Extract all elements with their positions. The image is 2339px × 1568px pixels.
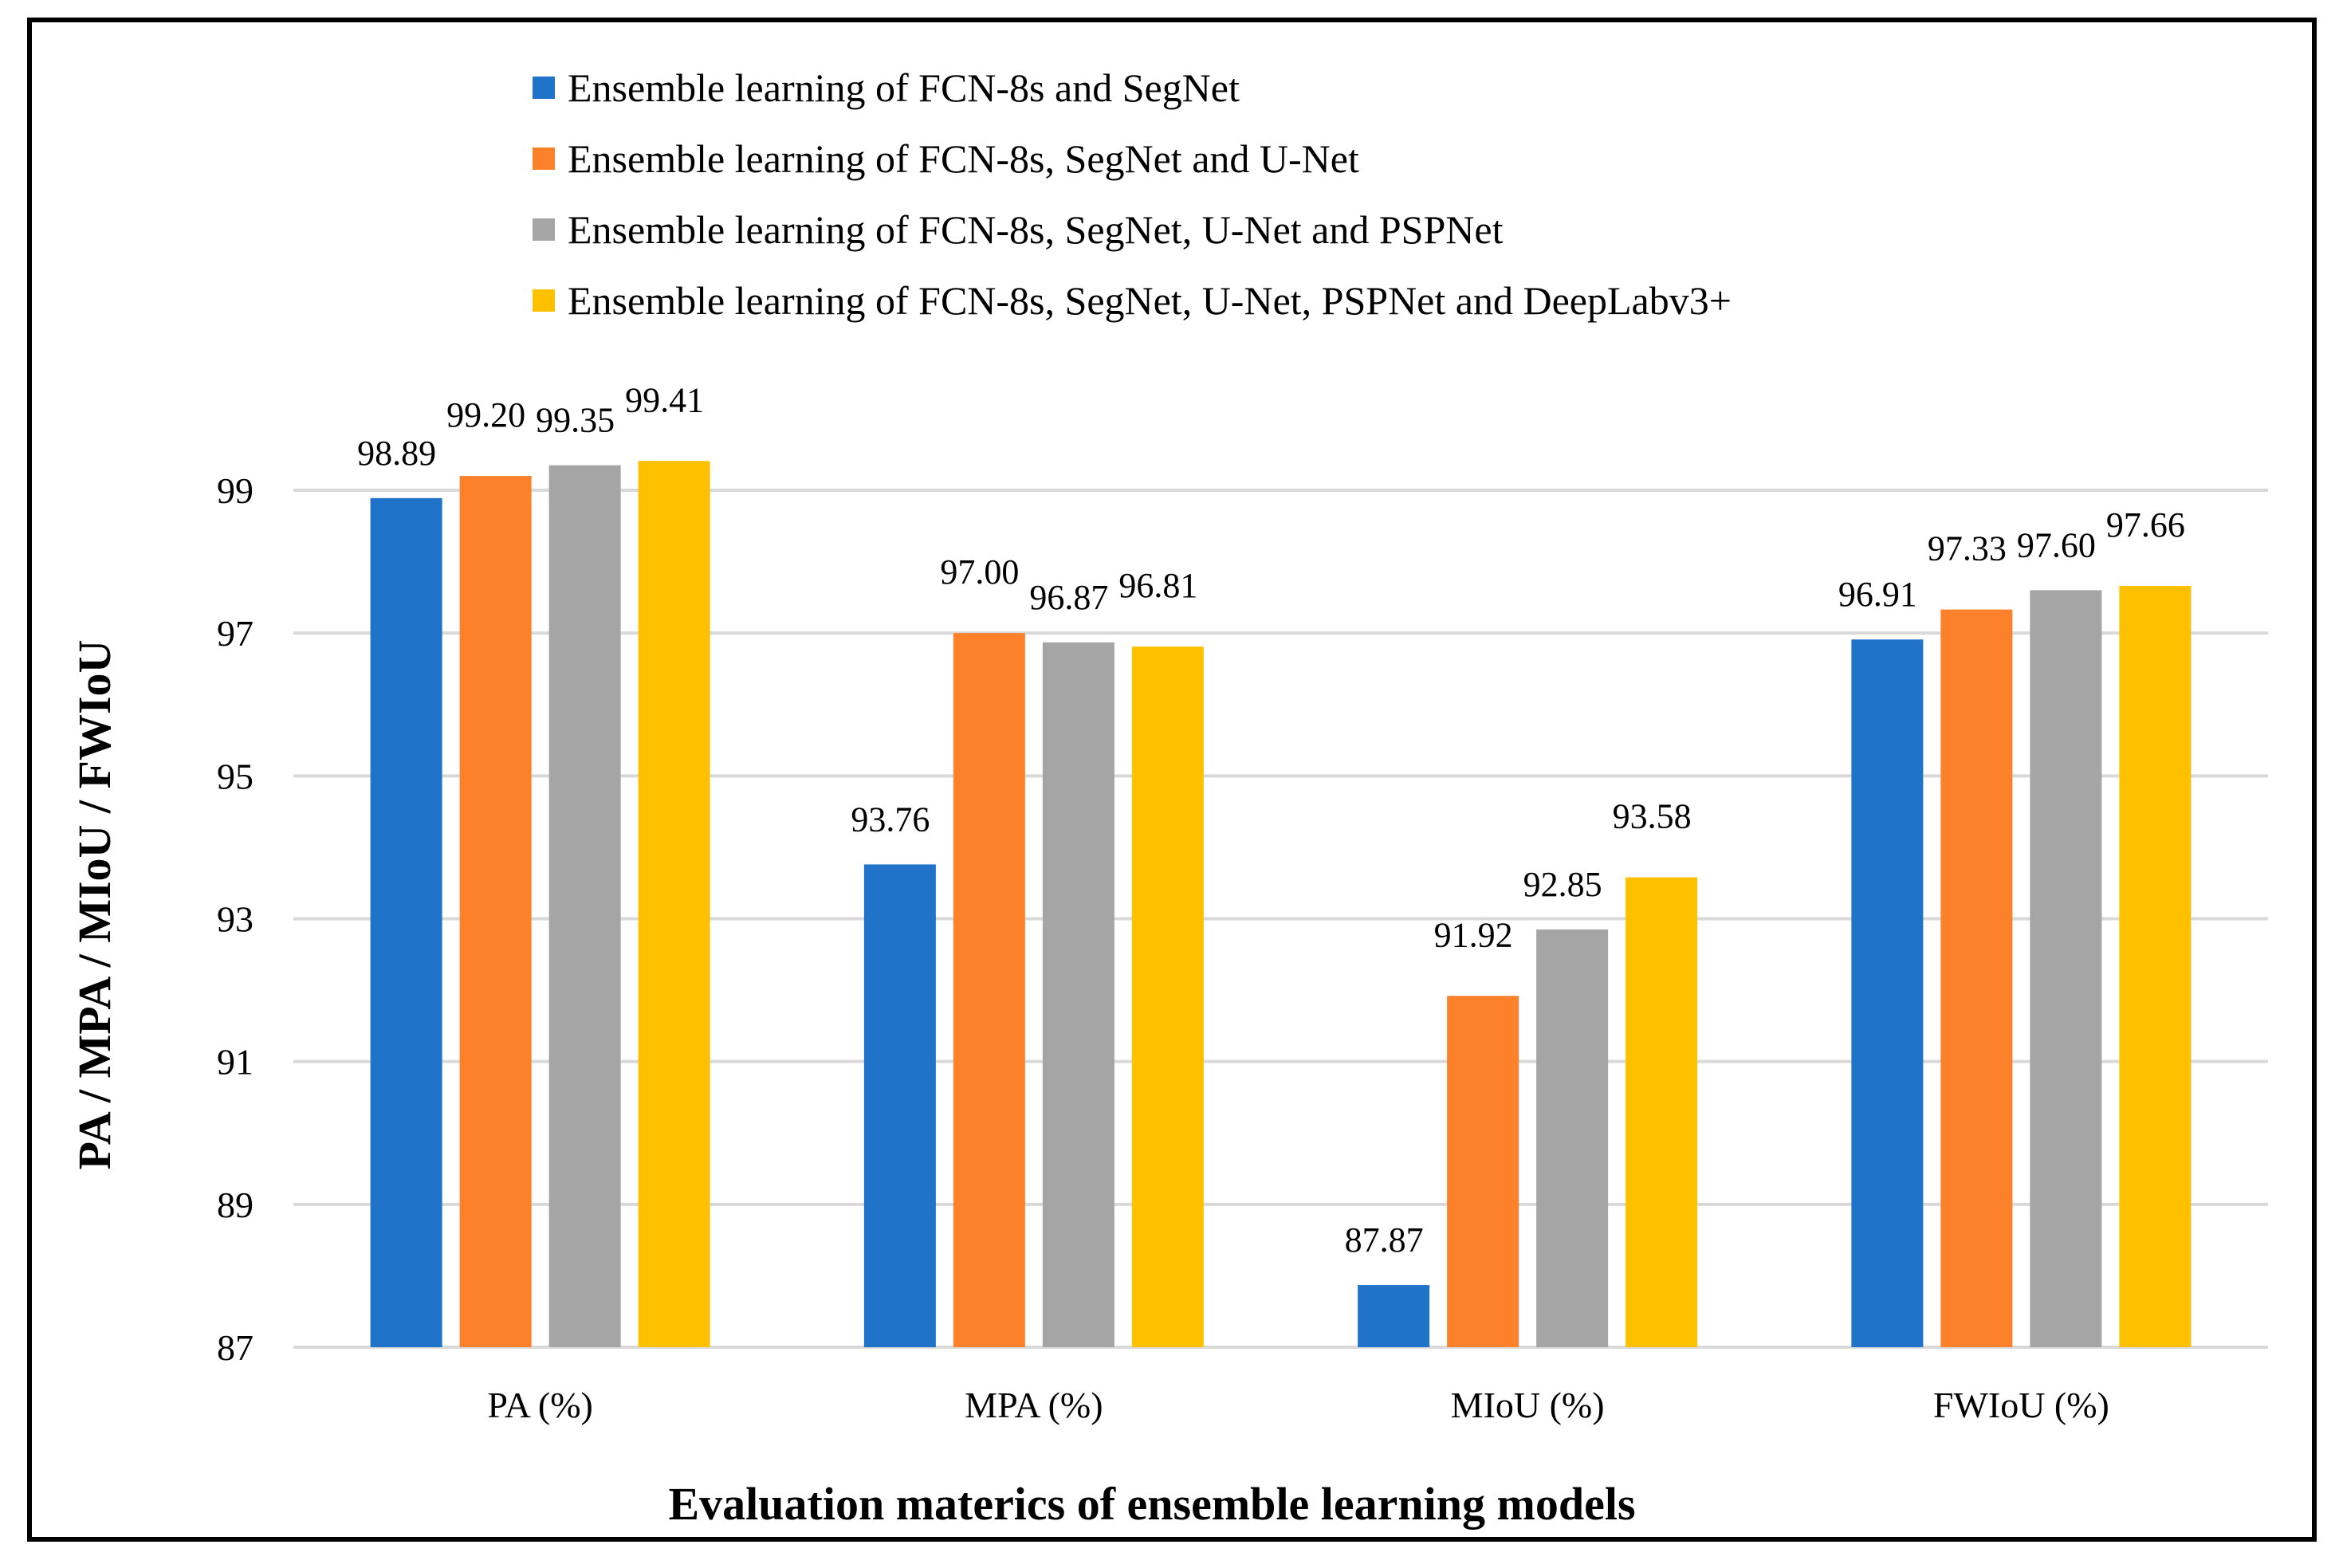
data-label: 97.66 [2106,505,2185,544]
data-label: 99.20 [446,395,525,434]
legend-item: Ensemble learning of FCN-8s, SegNet and … [533,136,1359,181]
x-tick-label: MIoU (%) [1451,1385,1605,1425]
bar [1626,877,1698,1347]
y-tick-label: 93 [217,899,254,940]
bar [1358,1285,1430,1347]
data-label: 97.00 [940,552,1019,591]
y-tick-label: 97 [217,613,254,654]
data-label: 91.92 [1434,915,1513,954]
legend: Ensemble learning of FCN-8s and SegNet En… [533,65,1732,323]
data-labels: 98.89 99.20 99.35 99.41 93.76 97.00 96.87 96.81… [357,380,2185,1260]
bar [953,633,1025,1347]
y-axis-title: PA / MPA / MIoU / FWIoU [69,640,120,1170]
x-tick-label: MPA (%) [965,1385,1103,1425]
y-tick-label: 87 [217,1327,254,1368]
y-tick-label: 91 [217,1042,254,1083]
data-label: 93.76 [851,800,930,839]
legend-swatch [533,77,555,99]
bar [863,864,936,1347]
bar [2119,586,2192,1347]
x-tick-label: FWIoU (%) [1933,1385,2109,1425]
legend-item: Ensemble learning of FCN-8s, SegNet, U-N… [533,207,1504,252]
x-axis-ticks: PA (%) MPA (%) MIoU (%) FWIoU (%) [487,1385,2109,1425]
data-label: 97.33 [1928,529,2007,568]
data-label: 96.81 [1118,566,1197,605]
legend-item: Ensemble learning of FCN-8s, SegNet, U-N… [533,278,1732,323]
y-tick-label: 95 [217,756,254,796]
bars [370,461,2192,1348]
gridlines [293,489,2268,1349]
y-tick-label: 89 [217,1185,254,1225]
legend-item: Ensemble learning of FCN-8s and SegNet [533,65,1240,110]
bar [1042,642,1114,1347]
bar [1131,646,1204,1347]
x-tick-label: PA (%) [487,1385,593,1425]
data-label: 93.58 [1613,797,1692,836]
bar [1851,639,1924,1347]
x-axis-title: Evaluation materics of ensemble learning… [668,1478,1635,1530]
bar [1536,929,1609,1347]
y-axis-ticks: 87 89 91 93 95 97 99 [217,470,254,1368]
legend-swatch [533,147,555,170]
bar [1940,609,2013,1347]
y-tick-label: 99 [217,470,254,511]
data-label: 87.87 [1345,1220,1424,1260]
bar [548,465,621,1348]
legend-label: Ensemble learning of FCN-8s, SegNet, U-N… [568,207,1504,252]
data-label: 97.60 [2017,525,2096,564]
legend-swatch [533,218,555,241]
legend-label: Ensemble learning of FCN-8s, SegNet and … [568,136,1359,181]
data-label: 98.89 [357,434,436,473]
bar [2030,590,2102,1347]
legend-swatch [533,289,555,312]
data-label: 96.87 [1029,578,1108,617]
data-label: 99.35 [536,401,615,440]
data-label: 99.41 [625,380,704,419]
data-label: 96.91 [1838,575,1917,614]
bar [638,461,710,1348]
bar [459,476,532,1348]
bar [1447,996,1519,1347]
data-label: 92.85 [1523,865,1602,904]
legend-label: Ensemble learning of FCN-8s and SegNet [568,65,1240,110]
legend-label: Ensemble learning of FCN-8s, SegNet, U-N… [568,278,1732,323]
bar [370,497,442,1347]
